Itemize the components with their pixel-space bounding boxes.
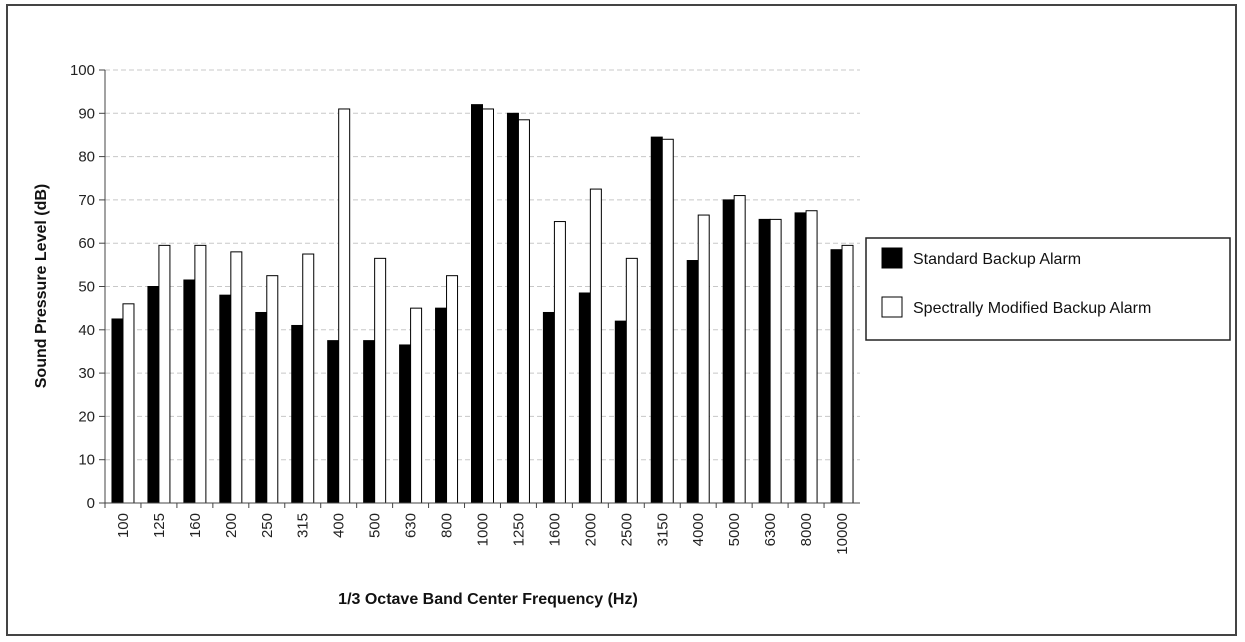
x-tick-label: 500 — [367, 513, 384, 538]
bar-standard — [506, 112, 519, 504]
x-tick-label: 8000 — [798, 513, 815, 546]
x-tick-label: 125 — [151, 513, 168, 538]
legend-swatch-modified — [881, 296, 903, 318]
legend-swatch-standard — [881, 247, 903, 269]
bar-standard — [722, 199, 735, 504]
x-tick-label: 2000 — [582, 513, 599, 546]
bar-modified — [266, 275, 279, 504]
bar-modified — [589, 188, 602, 504]
x-tick-label: 250 — [259, 513, 276, 538]
bar-standard — [650, 136, 663, 504]
bar-modified — [697, 214, 710, 504]
y-tick-label: 10 — [78, 452, 95, 469]
x-tick-label: 6300 — [762, 513, 779, 546]
bar-standard — [794, 212, 807, 504]
bar-modified — [661, 138, 674, 504]
y-tick-label: 80 — [78, 149, 95, 166]
y-tick-label: 40 — [78, 322, 95, 339]
y-tick-label: 50 — [78, 279, 95, 296]
bar-modified — [482, 108, 494, 504]
bar-modified — [841, 244, 854, 504]
bar-modified — [410, 307, 423, 504]
bar-modified — [553, 221, 566, 504]
legend-label-modified: Spectrally Modified Backup Alarm — [913, 300, 1151, 317]
bar-standard — [255, 311, 268, 504]
x-tick-label: 1250 — [510, 513, 527, 546]
bar-standard — [471, 104, 483, 504]
x-tick-label: 2500 — [618, 513, 635, 546]
x-tick-label: 1600 — [546, 513, 563, 546]
bar-standard — [830, 249, 843, 504]
y-tick-label: 0 — [87, 495, 95, 512]
bar-modified — [230, 251, 243, 504]
bar-standard — [327, 340, 340, 504]
bar-standard — [758, 218, 771, 504]
y-tick-label: 30 — [78, 365, 95, 382]
x-tick-label: 315 — [295, 513, 312, 538]
bar-modified — [338, 108, 351, 504]
bars — [111, 104, 854, 504]
x-tick-label: 200 — [223, 513, 240, 538]
x-tick-label: 4000 — [690, 513, 707, 546]
bar-standard — [219, 294, 232, 504]
bar-standard — [291, 324, 304, 504]
x-tick-labels: 100 125 160 200 250 315 400 500 630 800 1000 1250 16… — [104, 503, 851, 555]
y-axis-title: Sound Pressure Level (dB) — [33, 184, 50, 389]
x-tick-label: 3150 — [654, 513, 671, 546]
bar-standard — [542, 311, 555, 504]
bar-modified — [374, 257, 387, 504]
y-tick-labels: 0 10 20 30 40 50 60 70 80 90 100 — [70, 62, 105, 512]
x-tick-label: 400 — [331, 513, 348, 538]
bar-standard — [435, 307, 448, 504]
bar-standard — [363, 340, 376, 504]
x-tick-label: 100 — [115, 513, 132, 538]
bar-standard — [111, 318, 124, 504]
x-tick-label: 1000 — [475, 513, 492, 546]
y-tick-label: 100 — [70, 62, 95, 79]
bar-modified — [625, 257, 638, 504]
bar-modified — [158, 244, 171, 504]
bar-modified — [733, 195, 746, 504]
legend: Standard Backup Alarm Spectrally Modifie… — [865, 237, 1231, 341]
y-tick-label: 60 — [78, 235, 95, 252]
bar-standard — [147, 286, 160, 504]
bar-standard — [686, 260, 699, 504]
bar-standard — [183, 279, 196, 504]
x-axis-title: 1/3 Octave Band Center Frequency (Hz) — [338, 591, 638, 608]
x-tick-label: 160 — [187, 513, 204, 538]
bar-modified — [446, 275, 459, 504]
y-tick-label: 90 — [78, 105, 95, 122]
bar-modified — [769, 218, 782, 504]
bar-modified — [302, 253, 315, 504]
legend-box — [865, 237, 1231, 341]
bar-standard — [614, 320, 627, 504]
legend-label-standard: Standard Backup Alarm — [913, 251, 1081, 268]
y-tick-label: 20 — [78, 408, 95, 425]
y-tick-label: 70 — [78, 192, 95, 209]
bar-modified — [194, 244, 207, 504]
x-tick-label: 630 — [403, 513, 420, 538]
bar-modified — [805, 210, 818, 504]
x-tick-label: 10000 — [834, 513, 851, 555]
bar-modified — [122, 303, 135, 504]
x-tick-label: 5000 — [726, 513, 743, 546]
bar-standard — [578, 292, 591, 504]
bar-modified — [517, 119, 530, 504]
x-tick-label: 800 — [439, 513, 456, 538]
bar-standard — [399, 344, 412, 504]
